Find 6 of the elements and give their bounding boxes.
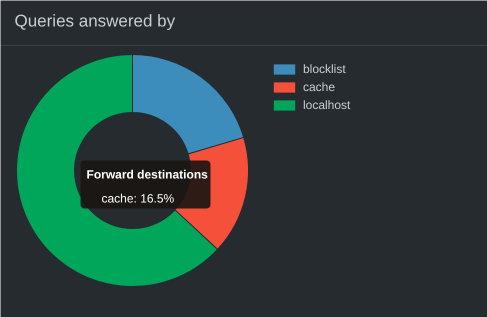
legend-label: blocklist [303,62,346,76]
text: Forward destinations [86,168,208,182]
legend-label: cache [303,80,336,94]
text: cache: 16.5% [102,192,175,206]
chart-title: Queries answered by [14,12,176,30]
legend-label: localhost [303,98,350,112]
